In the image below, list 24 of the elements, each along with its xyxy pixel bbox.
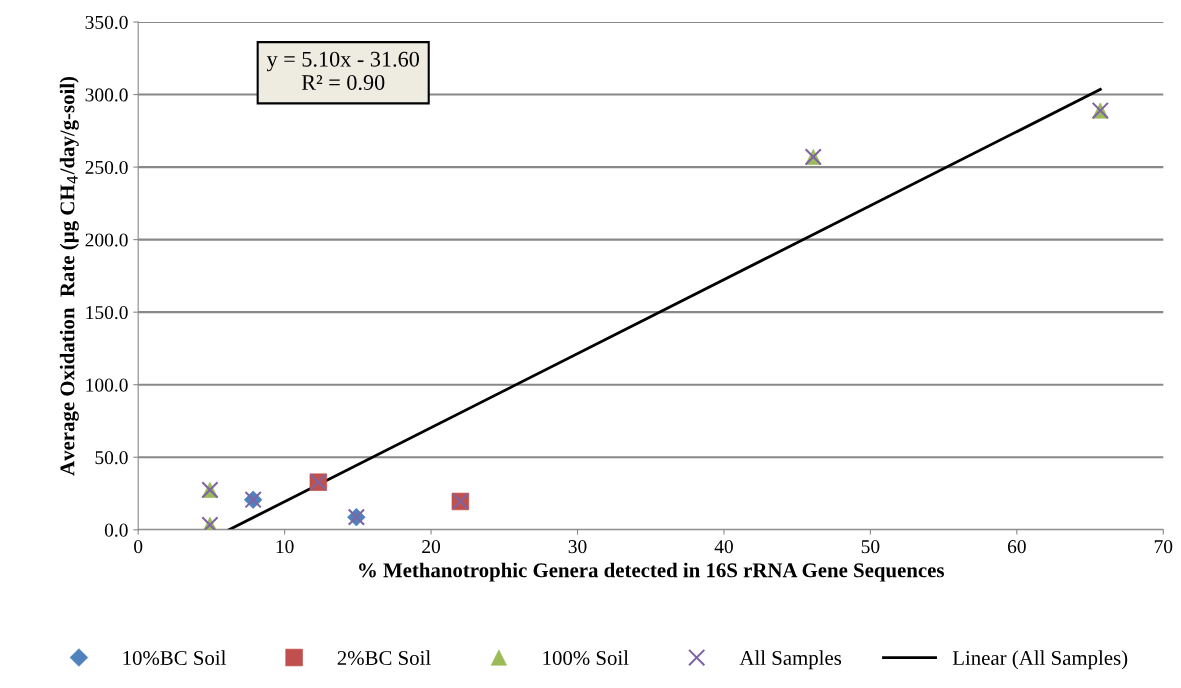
annotation: y = 5.10x - 31.60 R² = 0.90 <box>266 51 419 91</box>
x-tick-label: 20 <box>422 540 441 554</box>
legend-label: 2%BC Soil <box>337 650 431 666</box>
x-tick-label: 50 <box>861 540 880 554</box>
y-tick-label: 0.0 <box>104 523 128 537</box>
legend-label: 10%BC Soil <box>123 650 226 666</box>
y-axis-title: Average Oxidation Rate (µg CH$_{4}$/day/g-soil) <box>59 76 79 476</box>
y-tick-label: 50.0 <box>95 451 128 465</box>
legend-label: 100% Soil <box>543 650 629 666</box>
y-tick-label: 250.0 <box>85 160 128 175</box>
y-tick-label: 200.0 <box>85 233 128 247</box>
legend-label: All Samples <box>739 650 842 670</box>
legend-label: Linear (All Samples) <box>952 650 1128 670</box>
y-tick-label: 350.0 <box>85 15 128 30</box>
x-tick-label: 40 <box>714 540 733 554</box>
x-tick-label: 70 <box>1154 540 1173 554</box>
y-tick-label: 150.0 <box>86 305 128 320</box>
x-tick-label: 10 <box>276 540 294 554</box>
y-tick-label: 300.0 <box>85 88 128 102</box>
x-tick-label: 60 <box>1007 540 1026 554</box>
x-tick-label: 30 <box>568 540 587 554</box>
x-axis-title: % Methanotrophic Genera detected in 16S rRNA Gene Sequences <box>359 562 944 582</box>
x-tick-label: 0 <box>134 540 143 554</box>
y-tick-label: 100.0 <box>86 378 128 392</box>
